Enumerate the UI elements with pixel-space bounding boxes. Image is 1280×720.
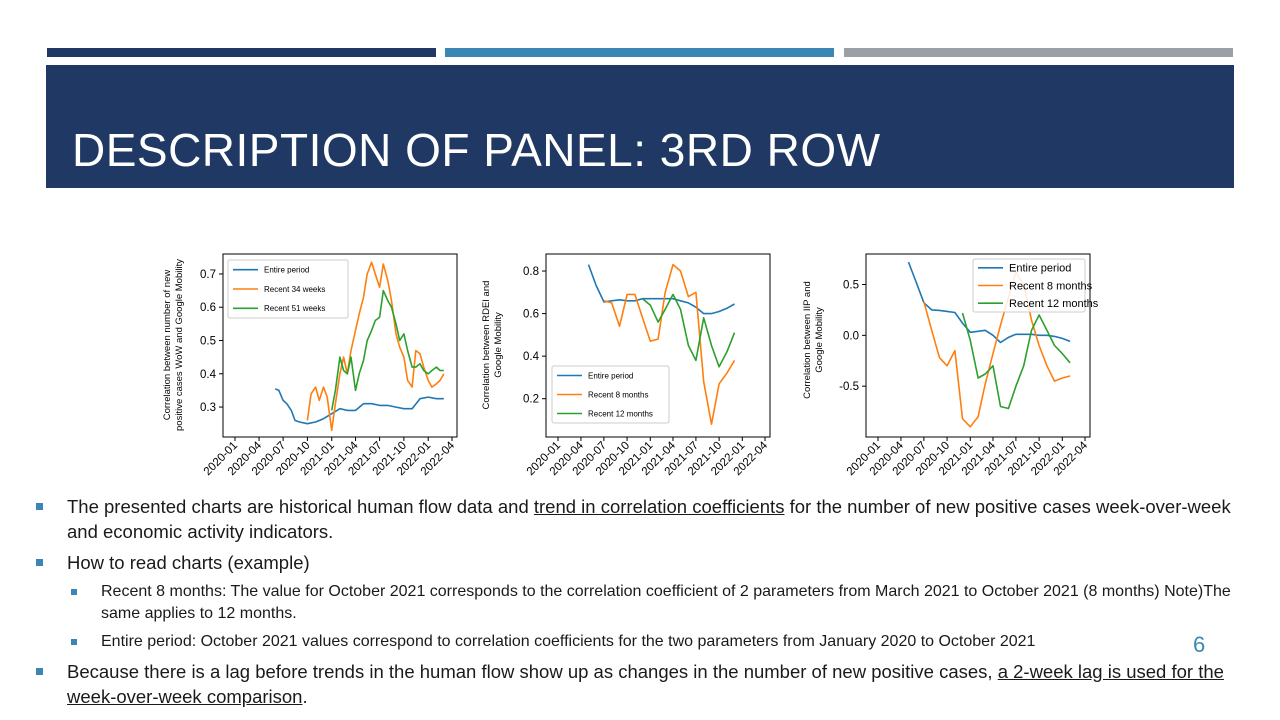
y-tick-label: 0.6 [523, 309, 539, 321]
bullet-item: Because there is a lag before trends in … [36, 659, 1236, 709]
bullet-text: . [302, 686, 308, 707]
y-tick-label: 0.4 [523, 351, 540, 363]
y-tick-label: 0.5 [843, 280, 859, 292]
legend-label: Recent 12 months [588, 409, 653, 418]
bullet-marker [36, 559, 43, 566]
y-tick-label: -0.5 [839, 381, 859, 393]
series-line [923, 271, 1071, 428]
title-band: DESCRIPTION OF PANEL: 3RD ROW [46, 65, 1234, 188]
y-tick-label: 0.2 [523, 394, 539, 406]
y-axis-label: Google Mobility [814, 307, 825, 373]
sub-bullet-item: Entire period: October 2021 values corre… [36, 631, 1236, 653]
y-tick-label: 0.7 [200, 269, 216, 281]
accent-bar-gray [844, 48, 1233, 57]
y-tick-label: 0.5 [200, 336, 216, 348]
legend-label: Entire period [264, 265, 309, 274]
legend-label: Recent 12 months [1009, 298, 1099, 310]
legend-label: Recent 8 months [588, 390, 648, 399]
legend-label: Recent 8 months [1009, 280, 1093, 292]
plot-frame [222, 253, 458, 438]
slide-title: DESCRIPTION OF PANEL: 3RD ROW [72, 124, 881, 176]
series-line [330, 289, 444, 411]
series-line [603, 263, 736, 426]
sub-bullet-marker [71, 589, 77, 595]
underlined-text: trend in correlation coefficients [533, 496, 785, 517]
y-axis-label: Correlation between number of new [162, 270, 173, 421]
bullet-item: How to read charts (example) [36, 550, 1236, 575]
legend-label: Recent 51 weeks [264, 304, 325, 313]
y-axis-label: positive cases WoW and Google Mobility [174, 259, 185, 431]
legend-label: Recent 34 weeks [264, 285, 325, 294]
bullet-text: for the number of new positive cases wee… [67, 496, 1231, 542]
bullet-text: Because there is a lag before trends in … [67, 661, 998, 682]
sub-bullet-text: Entire period: October 2021 values corre… [101, 633, 1036, 650]
bullet-marker [36, 668, 43, 675]
bullet-list: The presented charts are historical huma… [36, 494, 1236, 715]
series-line [587, 264, 735, 315]
accent-bar-dark-blue [47, 48, 436, 57]
legend-box [972, 258, 1086, 313]
y-axis-label: Google Mobility [493, 312, 504, 378]
sub-bullet-marker [71, 639, 77, 645]
series-line [907, 261, 1071, 344]
y-tick-label: 0.0 [843, 330, 859, 342]
sub-bullet-text: Recent 8 months: The value for October 2… [101, 583, 1231, 622]
legend-box [227, 259, 349, 319]
y-axis-label: Correlation between IIP and [802, 281, 813, 399]
accent-bar-mid-blue [445, 48, 834, 57]
plot-frame [545, 253, 771, 438]
series-line [274, 388, 444, 425]
plot-frame [865, 253, 1091, 438]
charts-panel: 0.30.40.50.60.72020-012020-042020-072020… [162, 253, 1099, 478]
y-tick-label: 0.8 [523, 266, 539, 278]
bullet-marker [36, 503, 43, 510]
legend-label: Entire period [1009, 263, 1071, 275]
y-tick-label: 0.4 [200, 369, 217, 381]
bullet-text: The presented charts are historical huma… [67, 496, 534, 517]
underlined-text: a 2-week lag is used for the week-over-w… [67, 661, 1224, 707]
legend-label: Entire period [588, 371, 633, 380]
legend-box [551, 365, 670, 424]
series-line [306, 261, 445, 432]
series-line [641, 293, 736, 368]
y-tick-label: 0.3 [200, 402, 216, 414]
bullet-text: How to read charts (example) [67, 552, 310, 573]
bullet-item: The presented charts are historical huma… [36, 494, 1236, 544]
sub-bullet-item: Recent 8 months: The value for October 2… [36, 581, 1236, 625]
y-axis-label: Correlation between RDEI and [481, 281, 492, 410]
page-number: 6 [1193, 632, 1206, 657]
series-line [961, 312, 1071, 410]
y-tick-label: 0.6 [200, 302, 216, 314]
